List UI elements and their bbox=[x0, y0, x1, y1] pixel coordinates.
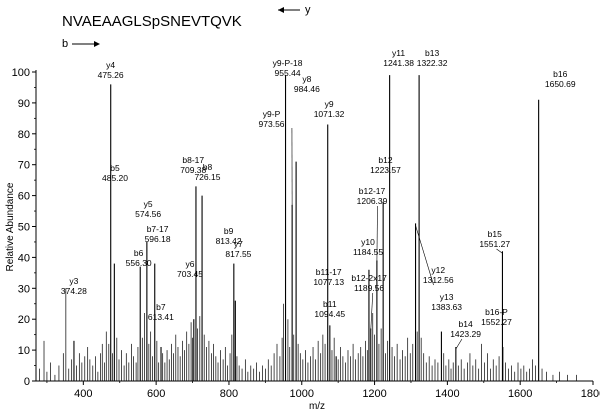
peak-mz-y4: 475.26 bbox=[98, 70, 124, 80]
peak-mz-y3: 374.28 bbox=[61, 286, 87, 296]
peak-mz-b14: 1423.29 bbox=[450, 329, 481, 339]
peptide-sequence: NVAEAAGLSpSNEVTQVK bbox=[62, 13, 242, 30]
peak-mz-b5: 485.20 bbox=[102, 173, 128, 183]
leader-b14 bbox=[456, 339, 462, 349]
peak-mz-y6: 703.45 bbox=[177, 269, 203, 279]
leader-b15 bbox=[497, 249, 503, 253]
peak-mz-b11-17: 1077.13 bbox=[313, 277, 344, 287]
peak-mz-y13: 1383.63 bbox=[431, 302, 462, 312]
y-tick-label-80: 80 bbox=[18, 129, 30, 141]
peak-label-y5: y5 bbox=[144, 199, 153, 209]
x-tick-label-1000: 1000 bbox=[290, 388, 314, 400]
peak-mz-b11: 1094.45 bbox=[314, 309, 345, 319]
peak-mz-b12-2x17: 1189.56 bbox=[354, 283, 384, 293]
y-tick-label-0: 0 bbox=[24, 376, 30, 388]
peak-mz-y9-P: 973.56 bbox=[259, 119, 285, 129]
peak-mz-b15: 1551.27 bbox=[479, 239, 510, 249]
peak-label-y13: y13 bbox=[440, 292, 454, 302]
peak-label-b8: b8 bbox=[203, 162, 213, 172]
peak-mz-b8: 726.15 bbox=[194, 172, 220, 182]
peak-mz-y10: 1184.55 bbox=[353, 247, 383, 257]
peak-mz-b12-17: 1206.39 bbox=[357, 196, 388, 206]
peak-mz-b13: 1322.32 bbox=[417, 58, 448, 68]
x-tick-label-400: 400 bbox=[74, 388, 92, 400]
y-axis-title: Relative Abundance bbox=[5, 182, 16, 271]
peak-label-y12: y12 bbox=[431, 265, 445, 275]
x-tick-label-800: 800 bbox=[220, 388, 238, 400]
peak-mz-b7-17: 596.18 bbox=[145, 234, 171, 244]
peak-mz-y12: 1312.56 bbox=[423, 275, 454, 285]
peak-mz-y9-P-18: 955.44 bbox=[275, 68, 301, 78]
peak-mz-b6: 556.30 bbox=[126, 258, 152, 268]
peak-label-y9-P-18: y9-P-18 bbox=[273, 58, 303, 68]
y-ion-direction-arrow bbox=[278, 7, 300, 13]
peak-label-b7-17: b7-17 bbox=[147, 224, 169, 234]
peak-mz-y7: 817.55 bbox=[225, 249, 251, 259]
b-ion-direction-label: b bbox=[62, 38, 68, 50]
y-tick-label-10: 10 bbox=[18, 345, 30, 357]
peak-label-b6: b6 bbox=[134, 248, 144, 258]
peak-label-b12: b12 bbox=[378, 155, 392, 165]
peak-mz-b16: 1650.69 bbox=[545, 79, 576, 89]
peak-label-b14: b14 bbox=[458, 319, 472, 329]
peak-label-b8-17: b8-17 bbox=[182, 155, 204, 165]
peak-label-b9: b9 bbox=[224, 226, 234, 236]
peak-mz-b7: 613.41 bbox=[148, 312, 174, 322]
peak-label-y3: y3 bbox=[69, 276, 78, 286]
peak-label-b16-P: b16-P bbox=[485, 307, 508, 317]
x-axis-title: m/z bbox=[309, 401, 325, 412]
y-tick-label-50: 50 bbox=[18, 222, 30, 234]
peak-label-b5: b5 bbox=[110, 163, 120, 173]
peak-label-b11-17: b11-17 bbox=[316, 267, 342, 277]
peak-label-b7: b7 bbox=[156, 302, 166, 312]
y-tick-label-100: 100 bbox=[12, 67, 30, 79]
x-tick-label-1600: 1600 bbox=[508, 388, 532, 400]
peak-label-y10: y10 bbox=[361, 237, 375, 247]
x-tick-label-1800: 1800 bbox=[581, 388, 600, 400]
minor-peaks-group bbox=[40, 288, 577, 381]
peak-mz-b16-P: 1552.27 bbox=[481, 317, 512, 327]
peak-label-b11: b11 bbox=[323, 299, 337, 309]
x-tick-label-600: 600 bbox=[147, 388, 165, 400]
peak-label-y11: y11 bbox=[392, 48, 405, 58]
x-tick-label-1400: 1400 bbox=[435, 388, 459, 400]
b-ion-direction-arrow bbox=[72, 41, 100, 47]
peak-label-b12-2x17: b12-2x17 bbox=[351, 273, 387, 283]
axes-group: 0 10 20 30 40 50 60 70 80 90 100 400 600 800 1000 1200 1… bbox=[12, 67, 600, 400]
peak-label-b12-17: b12-17 bbox=[359, 186, 386, 196]
y-tick-label-20: 20 bbox=[18, 314, 30, 326]
peak-mz-y11: 1241.38 bbox=[383, 58, 414, 68]
peak-mz-y9: 1071.32 bbox=[314, 109, 345, 119]
y-tick-label-40: 40 bbox=[18, 252, 30, 264]
peak-label-y9: y9 bbox=[325, 99, 334, 109]
peak-label-b13: b13 bbox=[425, 48, 439, 58]
peak-label-y9-P: y9-P bbox=[263, 109, 281, 119]
peak-mz-y8: 984.46 bbox=[294, 84, 320, 94]
y-tick-label-70: 70 bbox=[18, 160, 30, 172]
peak-label-y4: y4 bbox=[106, 60, 115, 70]
y-tick-label-30: 30 bbox=[18, 283, 30, 295]
y-ion-direction-label: y bbox=[305, 4, 311, 16]
peak-mz-b12: 1223.57 bbox=[370, 165, 401, 175]
peak-label-y6: y6 bbox=[186, 259, 195, 269]
y-tick-label-90: 90 bbox=[18, 98, 30, 110]
peak-label-b16: b16 bbox=[553, 69, 567, 79]
peak-mz-y5: 574.56 bbox=[135, 209, 161, 219]
peak-label-b15: b15 bbox=[488, 229, 502, 239]
x-tick-label-1200: 1200 bbox=[362, 388, 386, 400]
y-tick-label-60: 60 bbox=[18, 191, 30, 203]
peak-label-y8: y8 bbox=[302, 74, 311, 84]
peak-label-y7: y7 bbox=[234, 239, 243, 249]
